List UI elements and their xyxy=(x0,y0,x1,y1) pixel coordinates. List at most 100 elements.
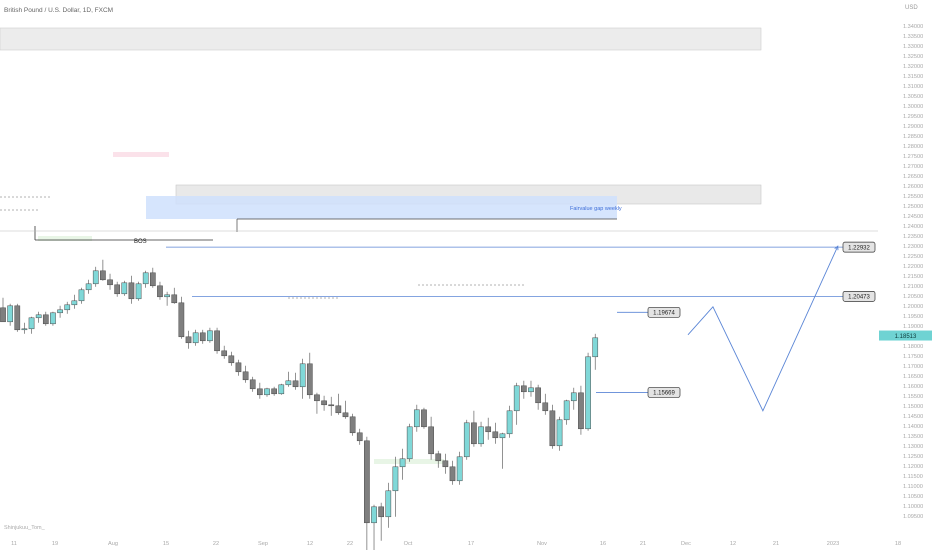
candle-body xyxy=(542,402,549,412)
candle xyxy=(456,451,463,485)
candle xyxy=(471,410,477,447)
time-tick-label: 19 xyxy=(52,541,58,547)
candle xyxy=(449,460,456,485)
candle-body xyxy=(428,426,434,455)
candle xyxy=(585,352,591,431)
candle xyxy=(428,416,434,460)
candle xyxy=(385,482,392,528)
time-tick-label: 22 xyxy=(213,541,219,547)
price-tick-label: 1.12000 xyxy=(903,464,923,470)
candle-body xyxy=(349,416,356,434)
time-tick-label: 2023 xyxy=(827,541,839,547)
candle xyxy=(121,280,128,296)
candle xyxy=(21,322,28,334)
level-lines-layer: 1.22932 1.20473 1.19674 1.15669 xyxy=(166,241,876,398)
candle xyxy=(578,385,584,435)
candle-body xyxy=(64,304,71,311)
price-tick-label: 1.14000 xyxy=(903,424,923,430)
current-price-label: 1.18513 xyxy=(895,334,917,340)
candle-body xyxy=(442,460,449,468)
time-tick-label: 17 xyxy=(468,541,474,547)
currency-label: USD xyxy=(905,5,918,11)
candle-body xyxy=(85,283,92,291)
candle-body xyxy=(114,284,121,295)
price-tick-label: 1.16000 xyxy=(903,384,923,390)
author-label: Shinjukuu_Tom_ xyxy=(4,525,46,531)
projection-layer xyxy=(687,245,839,412)
price-tick-label: 1.15500 xyxy=(903,394,923,400)
candle-body xyxy=(235,362,242,373)
candle-body xyxy=(92,270,99,285)
price-tick-label: 1.31500 xyxy=(903,74,923,80)
price-tick-label: 1.30500 xyxy=(903,94,923,100)
candle-body xyxy=(556,419,563,447)
candle xyxy=(14,303,21,332)
price-tick-label: 1.32000 xyxy=(903,64,923,70)
candle-body xyxy=(342,412,349,418)
candle-body xyxy=(107,279,113,286)
bos-label: BOS xyxy=(134,239,147,245)
candle-body xyxy=(257,388,263,396)
candle xyxy=(278,383,285,395)
price-tick-label: 1.30000 xyxy=(903,104,923,110)
projection-path xyxy=(687,246,839,412)
candle xyxy=(349,413,356,436)
candle xyxy=(228,351,235,366)
time-tick-label: 22 xyxy=(347,541,353,547)
candle-body xyxy=(463,422,470,458)
time-tick-label: Oct xyxy=(404,541,413,547)
candle xyxy=(257,382,263,399)
candle-body xyxy=(549,410,556,447)
price-tick-label: 1.13000 xyxy=(903,444,923,450)
candle xyxy=(570,387,577,410)
chart-title: British Pound / U.S. Dollar, 1D, FXCM xyxy=(4,7,113,14)
level-price-badge xyxy=(842,290,876,302)
candle xyxy=(92,266,99,287)
candle xyxy=(221,345,228,359)
candle-body xyxy=(528,387,534,393)
candle xyxy=(342,400,349,419)
candle-body xyxy=(242,371,249,381)
candle-body xyxy=(0,307,6,323)
candle xyxy=(421,407,427,429)
candle xyxy=(114,281,121,297)
price-tick-label: 1.20000 xyxy=(903,304,923,310)
candle-body xyxy=(449,466,456,482)
price-tick-label: 1.21000 xyxy=(903,284,923,290)
level-price-label: 1.15669 xyxy=(653,391,675,397)
candle-body xyxy=(306,363,313,396)
candle-body xyxy=(185,336,192,344)
candle xyxy=(528,380,534,397)
time-tick-label: 11 xyxy=(11,541,17,547)
candle-body xyxy=(278,384,285,395)
candle-body xyxy=(578,392,584,430)
price-tick-label: 1.29500 xyxy=(903,114,923,120)
candle xyxy=(100,259,106,281)
candle xyxy=(392,456,399,517)
candle xyxy=(556,416,563,451)
candle xyxy=(199,329,206,344)
zones-layer xyxy=(0,27,762,464)
candle-body xyxy=(456,456,463,482)
candle-body xyxy=(435,453,442,462)
pink-zone xyxy=(113,152,169,157)
candle-body xyxy=(321,400,327,406)
candle xyxy=(264,387,270,397)
candle xyxy=(335,393,342,415)
candle-body xyxy=(356,432,363,442)
candle-body xyxy=(178,302,185,338)
candle xyxy=(149,267,156,288)
candle xyxy=(292,372,299,390)
candle-body xyxy=(314,394,320,402)
candle xyxy=(107,273,113,290)
candle xyxy=(364,436,370,555)
candle-body xyxy=(149,272,156,287)
price-tick-label: 1.33500 xyxy=(903,34,923,40)
time-tick-label: 18 xyxy=(895,541,901,547)
candle-body xyxy=(570,392,577,402)
candle xyxy=(328,396,335,416)
candle xyxy=(0,297,6,323)
candle-body xyxy=(535,387,541,404)
